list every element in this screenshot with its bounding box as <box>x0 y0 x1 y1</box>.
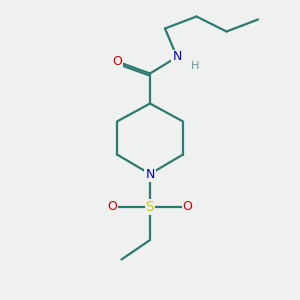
Text: N: N <box>172 50 182 64</box>
Text: N: N <box>145 167 155 181</box>
Text: O: O <box>112 55 122 68</box>
Text: O: O <box>183 200 192 214</box>
Text: H: H <box>191 61 199 71</box>
Text: S: S <box>146 200 154 214</box>
Text: O: O <box>108 200 117 214</box>
